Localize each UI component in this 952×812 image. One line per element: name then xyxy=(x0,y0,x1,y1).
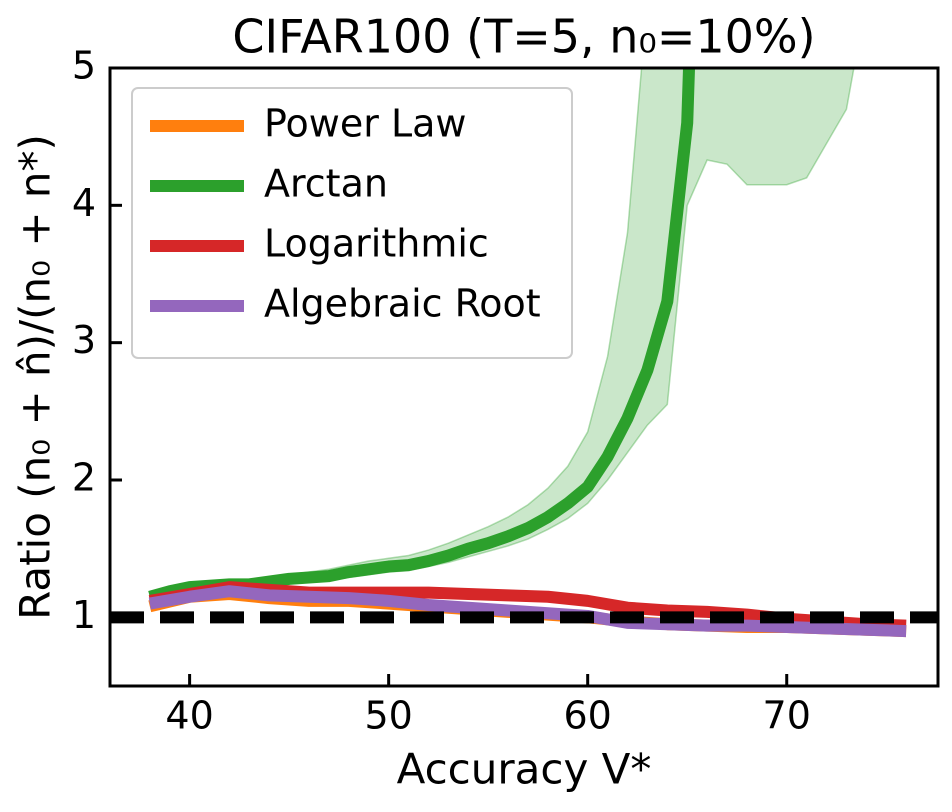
y-tick-label: 4 xyxy=(72,181,96,225)
y-tick-label: 2 xyxy=(72,456,96,500)
x-tick-label: 60 xyxy=(564,694,612,738)
overlay: 1 2 3 4 5 40 50 60 70 Power Law Arctan Logarithmic A… xyxy=(72,44,940,738)
legend-label: Power Law xyxy=(264,102,467,146)
plot-frame xyxy=(108,66,940,688)
x-tick-label: 50 xyxy=(364,694,412,738)
y-tick-label: 5 xyxy=(72,44,96,88)
legend-label: Algebraic Root xyxy=(264,282,541,326)
plot-area xyxy=(110,68,938,638)
x-axis-label: Accuracy V* xyxy=(397,745,652,794)
x-tick-label: 70 xyxy=(763,694,811,738)
legend-label: Logarithmic xyxy=(264,222,489,266)
legend-label: Arctan xyxy=(264,162,388,206)
x-tick-label: 40 xyxy=(165,694,213,738)
y-axis-label: Ratio (n₀ + n̂)/(n₀ + n*) xyxy=(11,134,60,620)
legend-box xyxy=(131,87,573,359)
y-tick-label: 1 xyxy=(72,593,96,637)
y-tick-label: 3 xyxy=(72,318,96,362)
chart-title: CIFAR100 (T=5, n₀=10%) xyxy=(232,10,815,64)
